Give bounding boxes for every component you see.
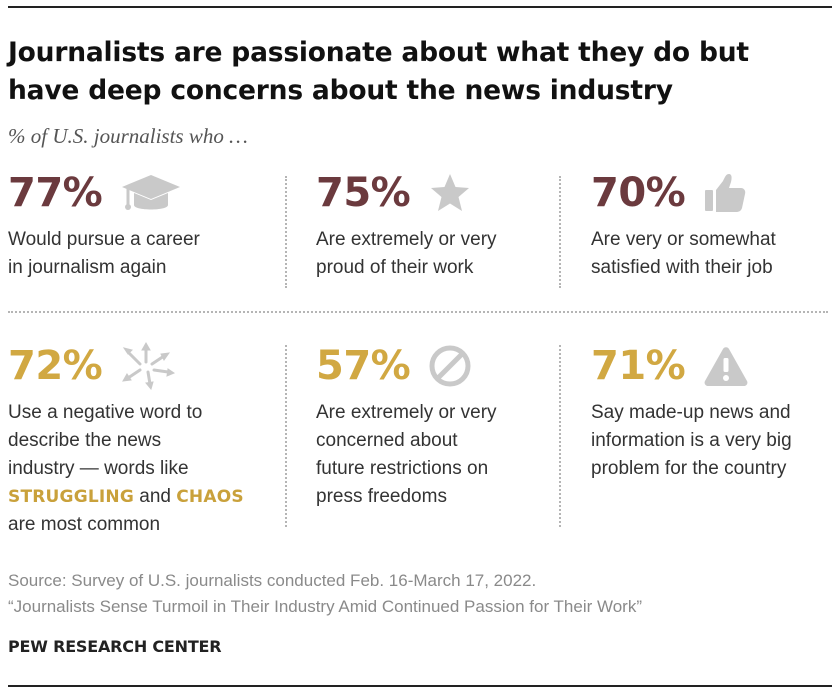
highlight-word-struggling: STRUGGLING <box>8 487 134 507</box>
thumbs-up-icon <box>703 171 747 215</box>
column-divider <box>559 176 561 288</box>
source-line: Source: Survey of U.S. journalists condu… <box>8 571 537 590</box>
highlight-word-chaos: CHAOS <box>176 487 244 507</box>
column-divider <box>285 176 287 288</box>
description-line: Are extremely or very <box>316 229 497 250</box>
description-line: satisfied with their job <box>591 257 773 278</box>
description-line: Are very or somewhat <box>591 229 776 250</box>
stat-description: Are extremely or very concerned about fu… <box>316 399 566 511</box>
report-title-line: “Journalists Sense Turmoil in Their Indu… <box>8 597 642 616</box>
stat-value: 57% <box>316 343 411 389</box>
stat-description: Are very or somewhat satisfied with thei… <box>591 226 840 282</box>
stat-description: Use a negative word to describe the news… <box>8 399 258 539</box>
top-rule <box>8 6 832 8</box>
description-line: Are extremely or very <box>316 402 497 423</box>
scattered-arrows-icon <box>120 342 176 390</box>
description-line: describe the news <box>8 430 162 451</box>
description-line: Would pursue a career <box>8 229 200 250</box>
stat-description: Would pursue a career in journalism agai… <box>8 226 258 282</box>
graduation-cap-icon <box>120 171 182 215</box>
description-line: proud of their work <box>316 257 474 278</box>
row-divider <box>8 311 828 313</box>
stat-value: 72% <box>8 343 103 389</box>
description-line: problem for the country <box>591 458 787 479</box>
prohibited-icon <box>428 344 472 388</box>
stat-description: Are extremely or very proud of their wor… <box>316 226 566 282</box>
stat-description: Say made-up news and information is a ve… <box>591 399 831 483</box>
description-line: in journalism again <box>8 257 167 278</box>
column-divider <box>559 345 561 527</box>
chart-title: Journalists are passionate about what th… <box>8 37 749 106</box>
description-line: press freedoms <box>316 486 447 507</box>
stat-value: 70% <box>591 170 686 216</box>
chart-subtitle: % of U.S. journalists who … <box>8 124 248 148</box>
star-icon <box>428 172 472 214</box>
description-line: Say made-up news and <box>591 402 791 423</box>
source-note: Source: Survey of U.S. journalists condu… <box>8 568 828 620</box>
brand-logo-text: PEW RESEARCH CENTER <box>8 637 222 656</box>
description-line: information is a very big <box>591 430 792 451</box>
stat-value: 75% <box>316 170 411 216</box>
description-line: future restrictions on <box>316 458 489 479</box>
description-line: STRUGGLING and CHAOS <box>8 483 258 511</box>
description-line: industry — words like <box>8 458 189 479</box>
stat-value: 77% <box>8 170 103 216</box>
stat-value: 71% <box>591 343 686 389</box>
column-divider <box>285 345 287 527</box>
description-line: concerned about <box>316 430 458 451</box>
description-line: are most common <box>8 514 161 535</box>
bottom-rule <box>8 685 832 687</box>
warning-icon <box>703 345 749 387</box>
description-line: Use a negative word to <box>8 402 203 423</box>
description-connector: and <box>139 486 171 507</box>
